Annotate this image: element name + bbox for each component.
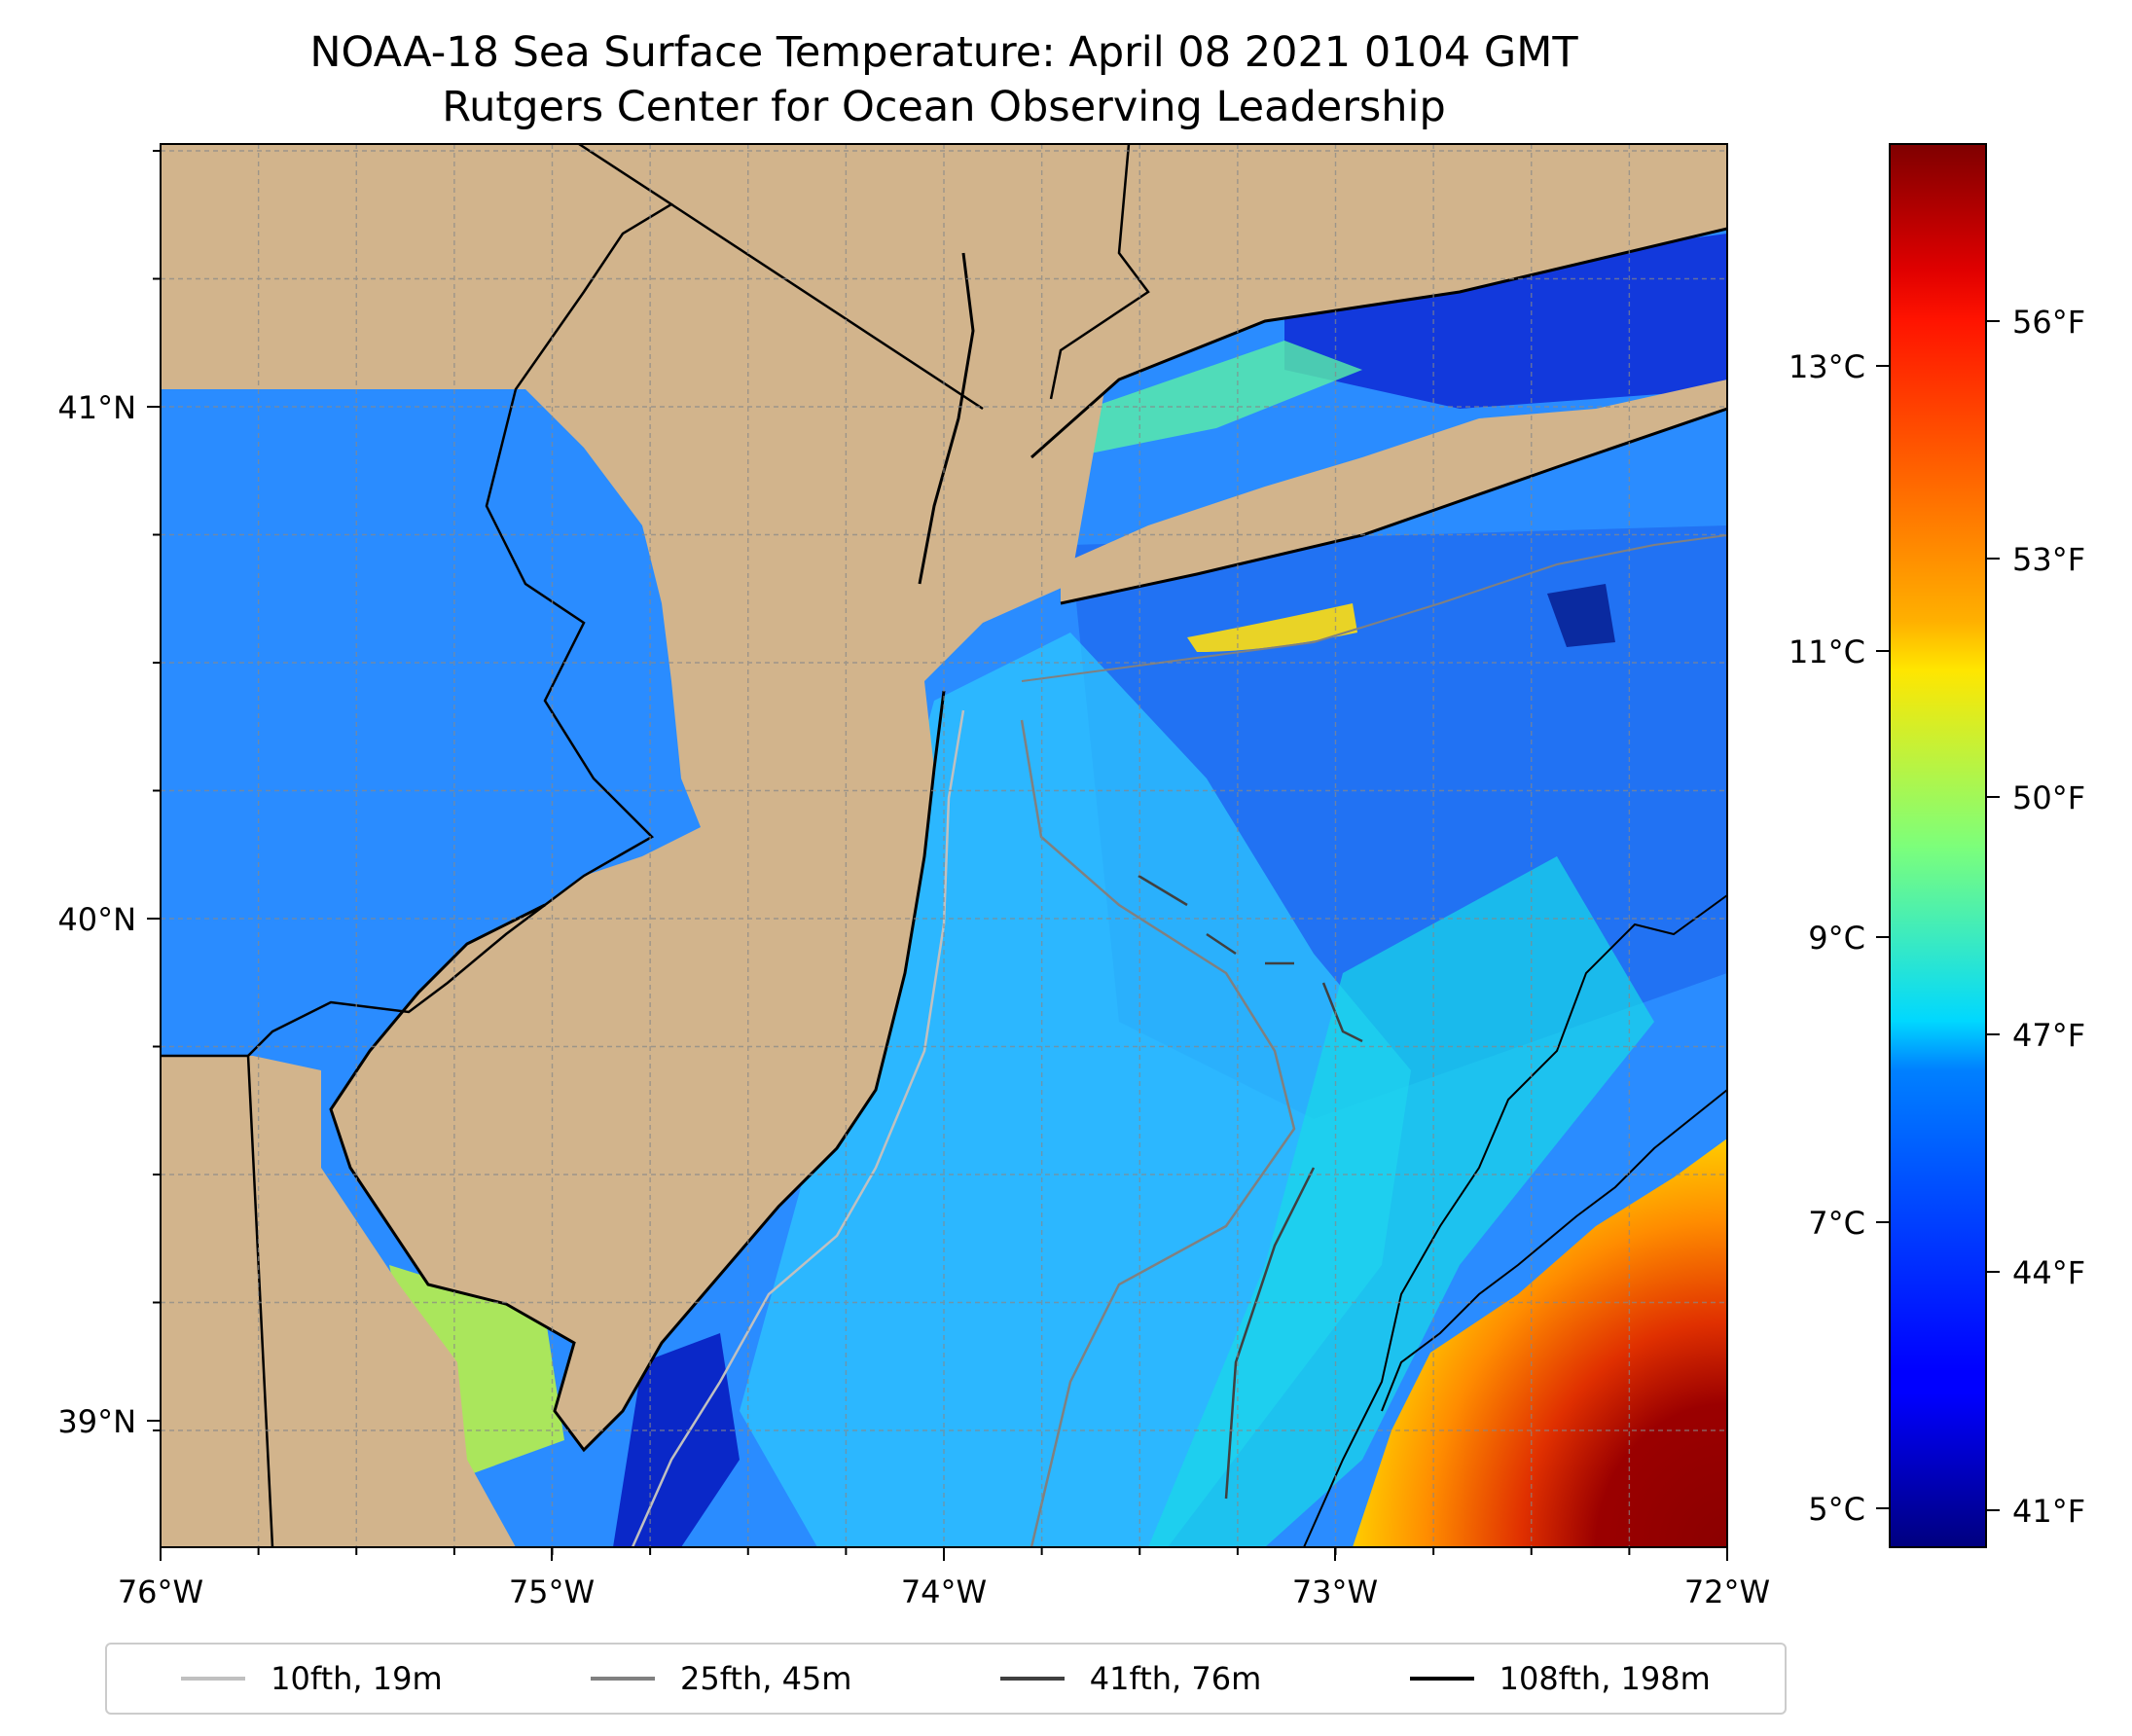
isobath-10fth <box>631 709 965 1547</box>
legend-label-25fth: 25fth, 45m <box>679 1660 852 1697</box>
colorbar-fahrenheit-47: 47°F <box>2012 1017 2085 1054</box>
isobath-41fth <box>1138 874 1363 1500</box>
map-area <box>161 144 1727 1547</box>
land-new-jersey <box>161 144 1129 1450</box>
legend-line-41fth <box>999 1677 1065 1681</box>
colorbar-celsius-11: 11°C <box>1789 633 1865 670</box>
colorbar-fahrenheit-53: 53°F <box>2012 541 2085 578</box>
x-tick-label-72w: 72°W <box>1684 1573 1770 1610</box>
x-tick-label-74w: 74°W <box>901 1573 987 1610</box>
colorbar-gradient <box>1889 143 1987 1548</box>
x-tick-label-75w: 75°W <box>509 1573 595 1610</box>
chart-title: NOAA-18 Sea Surface Temperature: April 0… <box>0 25 1888 134</box>
colorbar-fahrenheit-56: 56°F <box>2012 304 2085 341</box>
legend-item-41fth: 41fth, 76m <box>999 1660 1262 1697</box>
border-ny-nj <box>670 202 984 411</box>
coastline-connecticut <box>1030 227 1727 459</box>
x-tick-label-73w: 73°W <box>1292 1573 1378 1610</box>
isobath-legend: 10fth, 19m 25fth, 45m 41fth, 76m 108fth,… <box>105 1643 1787 1715</box>
deep-blue-patch <box>1547 584 1615 647</box>
hudson-river <box>918 252 975 585</box>
title-line-1: NOAA-18 Sea Surface Temperature: April 0… <box>309 28 1578 77</box>
legend-line-108fth <box>1409 1677 1474 1681</box>
land-new-york <box>915 144 1727 603</box>
colorbar-fahrenheit-50: 50°F <box>2012 779 2085 816</box>
legend-item-25fth: 25fth, 45m <box>590 1660 852 1697</box>
border-md-de <box>161 1054 274 1547</box>
title-line-2: Rutgers Center for Ocean Observing Leade… <box>442 83 1446 131</box>
isobath-25fth-ny <box>1021 534 1727 682</box>
colorbar-celsius-9: 9°C <box>1808 920 1865 957</box>
outer-shelf-cyan-patch <box>1148 856 1654 1547</box>
colorbar-fahrenheit-44: 44°F <box>2012 1254 2085 1291</box>
border-ny-ct <box>1049 144 1150 400</box>
legend-label-108fth: 108fth, 198m <box>1499 1660 1711 1697</box>
colorbar-celsius-7: 7°C <box>1808 1205 1865 1242</box>
isobath-25fth <box>1020 719 1296 1547</box>
legend-label-10fth: 10fth, 19m <box>271 1660 443 1697</box>
border-pa-nj <box>247 144 674 1057</box>
gridlines <box>161 144 1727 1547</box>
isobath-108fth <box>1303 894 1727 1547</box>
legend-line-10fth <box>181 1677 246 1681</box>
x-tick-label-76w: 76°W <box>118 1573 203 1610</box>
gulf-stream-warm-water <box>1353 1139 1727 1547</box>
legend-line-25fth <box>590 1677 655 1681</box>
colorbar-celsius-5: 5°C <box>1808 1491 1865 1528</box>
legend-label-41fth: 41fth, 76m <box>1089 1660 1262 1697</box>
legend-item-108fth: 108fth, 198m <box>1409 1660 1711 1697</box>
y-tick-label-41n: 41°N <box>57 389 136 426</box>
y-tick-label-39n: 39°N <box>57 1403 136 1440</box>
nearshore-blue-patch <box>613 1333 740 1547</box>
land-delaware <box>161 1056 516 1547</box>
long-island-warm-streak <box>1187 603 1357 652</box>
y-tick-label-40n: 40°N <box>57 901 136 938</box>
coastline-new-jersey <box>329 690 946 1453</box>
legend-item-10fth: 10fth, 19m <box>181 1660 443 1697</box>
land-long-island <box>1061 380 1727 603</box>
colorbar-celsius-13: 13°C <box>1789 348 1865 385</box>
colorbar-fahrenheit-41: 41°F <box>2012 1493 2085 1530</box>
sound-cyan-patch <box>1031 341 1362 457</box>
y-axis: 41°N 40°N 39°N <box>57 389 161 1440</box>
colorbar: 13°C 11°C 9°C 7°C 5°C 56°F 53°F 50°F 47°… <box>1789 143 2085 1548</box>
x-axis: 76°W 75°W 74°W 73°W 72°W <box>118 1547 1770 1610</box>
